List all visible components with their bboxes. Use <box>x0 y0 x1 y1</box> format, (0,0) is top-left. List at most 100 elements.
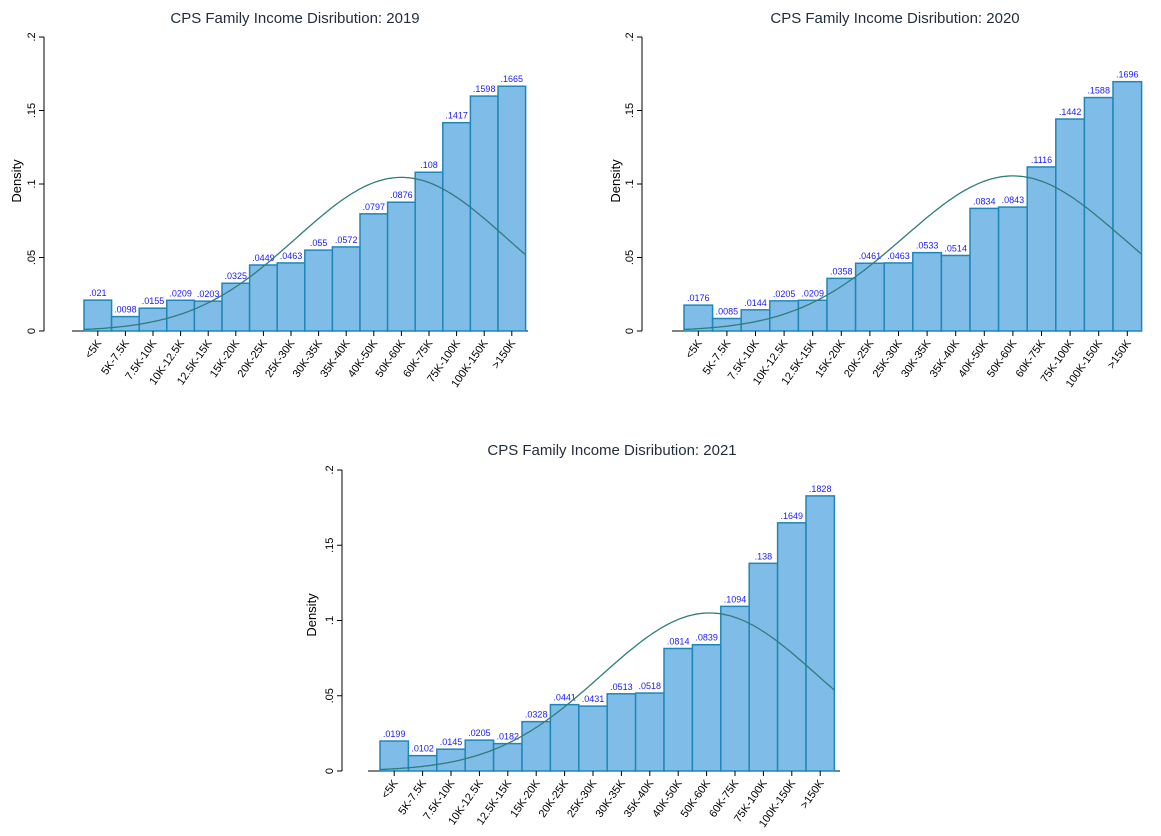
bar-value-label: .0205 <box>773 289 796 299</box>
bar-value-label: .1828 <box>809 484 832 494</box>
bar <box>826 277 857 332</box>
bar-value-label: .0814 <box>667 636 690 646</box>
bar-value-label: .0203 <box>197 289 220 299</box>
bar <box>407 754 438 772</box>
bar-value-label: .0449 <box>252 253 275 263</box>
bar-value-label: .0144 <box>744 298 767 308</box>
bar-value-label: .0461 <box>859 251 882 261</box>
bar <box>386 201 416 332</box>
bar <box>997 206 1028 332</box>
bar-value-label: .0199 <box>383 729 406 739</box>
bar <box>1055 118 1086 332</box>
y-tick-label: 0 <box>26 328 38 334</box>
bar-value-label: .1094 <box>724 594 747 604</box>
y-tick-label: .15 <box>26 103 38 118</box>
bar <box>1083 96 1114 332</box>
bar <box>221 282 251 332</box>
bar-value-label: .0876 <box>390 190 413 200</box>
bar-value-label: .0441 <box>553 693 576 703</box>
bar <box>549 703 580 772</box>
bar <box>414 171 444 332</box>
bar-value-label: .0328 <box>525 710 548 720</box>
bar-value-label: .0155 <box>142 296 165 306</box>
bar <box>663 647 694 772</box>
bar <box>969 207 1000 332</box>
bar-value-label: .0102 <box>411 744 434 754</box>
y-tick-label: 0 <box>324 768 336 774</box>
bar-value-label: .021 <box>89 288 107 298</box>
chart-2021-svg: CPS Family Income Disribution: 2021 Dens… <box>304 442 840 830</box>
bar <box>166 299 196 332</box>
plot-area: 0.05.1.15.2.0199<5K.01025K-7.5K.01457.5K… <box>324 465 840 830</box>
bar-value-label: .1588 <box>1087 86 1110 96</box>
bar-value-label: .0463 <box>887 251 910 261</box>
bar-value-label: .0843 <box>1002 195 1025 205</box>
normal-density-curve <box>379 612 835 771</box>
bar <box>797 299 828 332</box>
bar-value-label: .0182 <box>497 732 520 742</box>
y-tick-label: .1 <box>324 616 336 625</box>
bar <box>110 315 140 332</box>
bar <box>248 264 278 332</box>
bar <box>683 304 714 332</box>
bar <box>276 262 306 332</box>
bar <box>606 693 637 772</box>
y-tick-label: .2 <box>26 32 38 41</box>
y-tick-label: .05 <box>624 250 636 265</box>
bar-value-label: .0513 <box>610 682 633 692</box>
y-tick-label: .2 <box>624 32 636 41</box>
chart-2019-svg: CPS Family Income Disribution: 2019 Dens… <box>9 10 528 390</box>
bar-value-label: .0514 <box>944 243 967 253</box>
bar-value-label: .108 <box>420 160 438 170</box>
bar <box>912 251 943 332</box>
y-tick-label: .2 <box>324 465 336 474</box>
chart-title: CPS Family Income Disribution: 2021 <box>487 442 736 459</box>
x-tick-label: >150K <box>1106 337 1135 371</box>
bar <box>1026 166 1057 332</box>
bar <box>521 720 552 772</box>
normal-density-curve <box>83 176 527 331</box>
y-axis-title: Density <box>608 159 623 203</box>
plot-area: 0.05.1.15.2.0176<5K.00855K-7.5K.01447.5K… <box>624 32 1143 390</box>
x-tick-label: <5K <box>684 337 706 361</box>
bar-value-label: .1598 <box>473 84 496 94</box>
chart-2019: CPS Family Income Disribution: 2019 Dens… <box>0 0 580 400</box>
bar-value-label: .0145 <box>440 737 463 747</box>
bar-value-label: .1649 <box>781 511 804 521</box>
bar-value-label: .0463 <box>280 251 303 261</box>
bar-value-label: .1442 <box>1059 107 1082 117</box>
bar <box>442 121 472 332</box>
bar-value-label: .1665 <box>501 74 524 84</box>
bar <box>497 85 527 332</box>
bar <box>691 643 722 772</box>
bar <box>776 522 807 772</box>
normal-density-curve <box>683 175 1143 331</box>
bar <box>740 309 771 332</box>
chart-2020-svg: CPS Family Income Disribution: 2020 Dens… <box>608 10 1143 390</box>
x-tick-label: >150K <box>490 337 519 371</box>
x-tick-label: >150K <box>798 777 827 811</box>
y-tick-label: .15 <box>624 103 636 118</box>
bar <box>634 692 665 772</box>
bar-value-label: .0572 <box>335 235 358 245</box>
bar-value-label: .1696 <box>1116 70 1139 80</box>
bar-value-label: .055 <box>310 238 328 248</box>
x-tick-label: <5K <box>379 777 401 801</box>
bar <box>720 605 750 772</box>
bar <box>359 213 389 332</box>
bar <box>769 300 800 332</box>
bar <box>464 739 495 772</box>
y-tick-label: .1 <box>624 179 636 188</box>
bar-value-label: .0209 <box>801 288 824 298</box>
bar <box>940 254 971 332</box>
bar-value-label: .0098 <box>114 305 137 315</box>
bar-value-label: .0325 <box>225 271 248 281</box>
y-axis-title: Density <box>9 159 24 203</box>
chart-2021: CPS Family Income Disribution: 2021 Dens… <box>300 430 880 836</box>
bar-value-label: .0176 <box>687 293 710 303</box>
bar-value-label: .0839 <box>695 633 718 643</box>
bar <box>331 246 361 332</box>
bar-value-label: .0797 <box>363 202 386 212</box>
y-tick-label: .1 <box>26 179 38 188</box>
bar-value-label: .1417 <box>445 111 468 121</box>
